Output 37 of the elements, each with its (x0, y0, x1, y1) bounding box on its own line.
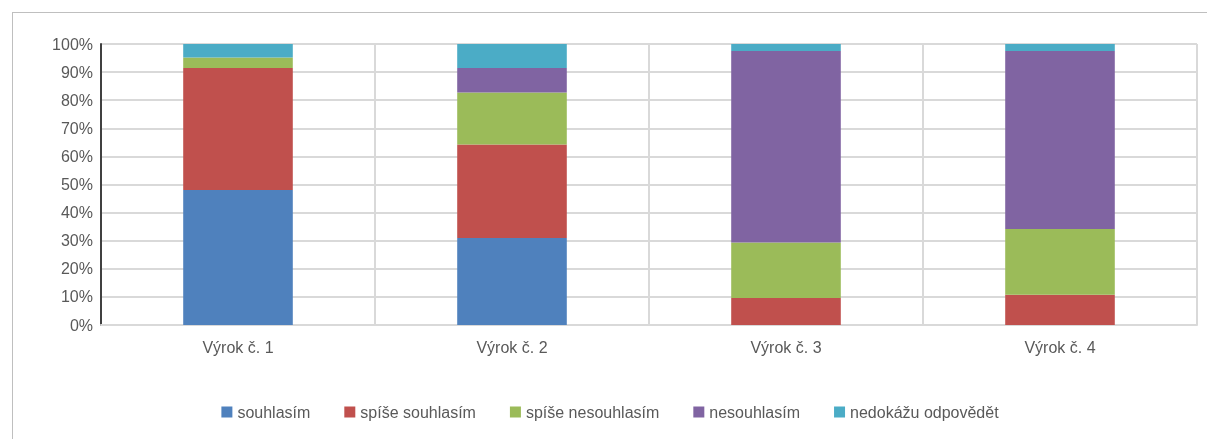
bar (731, 298, 841, 325)
legend-label: nedokážu odpovědět (850, 403, 1000, 421)
x-tick-label: Výrok č. 4 (1024, 338, 1096, 356)
y-tick-label: 10% (60, 288, 93, 306)
bar (183, 190, 293, 325)
bar (457, 144, 567, 238)
bar (1005, 44, 1115, 52)
bar (1005, 228, 1115, 295)
x-tick-label: Výrok č. 3 (750, 338, 822, 356)
legend-label: souhlasím (237, 403, 311, 421)
y-tick-label: 50% (60, 176, 93, 193)
y-tick-label: 90% (60, 63, 93, 81)
bar (457, 44, 567, 68)
y-tick-label: 70% (60, 119, 93, 137)
bar (457, 92, 567, 145)
y-tick-label: 60% (60, 147, 93, 165)
x-tick-label: Výrok č. 1 (202, 338, 274, 356)
x-tick-label: Výrok č. 2 (476, 338, 548, 356)
bar (457, 237, 567, 325)
y-tick-label: 0% (69, 316, 93, 334)
y-tick-label: 100% (52, 35, 93, 53)
legend-label: spíše nesouhlasím (525, 403, 660, 421)
bar (1005, 51, 1115, 229)
legend-label: nesouhlasím (709, 403, 801, 421)
bar (183, 67, 293, 191)
bar (731, 242, 841, 299)
bar (731, 51, 841, 243)
bar (1005, 294, 1115, 325)
y-tick-label: 30% (60, 232, 93, 250)
bar (183, 44, 293, 58)
bar (731, 44, 841, 52)
legend-label: spíše souhlasím (360, 403, 476, 421)
y-tick-label: 80% (60, 91, 93, 109)
bar (457, 67, 567, 93)
y-tick-label: 20% (60, 260, 93, 278)
y-tick-label: 40% (60, 204, 93, 222)
bar (183, 57, 293, 68)
